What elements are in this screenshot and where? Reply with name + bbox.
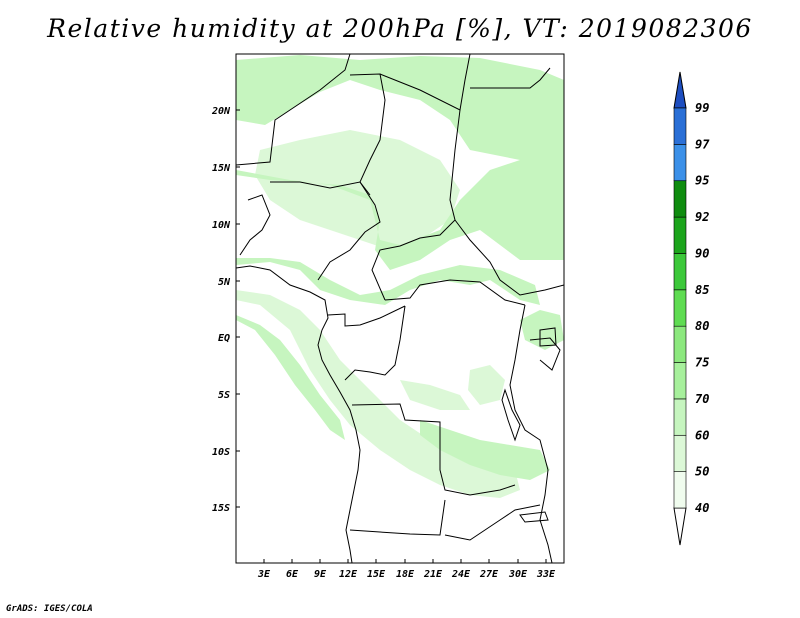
lat-label: 15S [212,503,230,514]
colorbar-label: 90 [695,246,709,260]
lon-label: 15E [367,569,386,580]
colorbar-label: 80 [695,319,709,333]
humidity-area [420,420,550,480]
lon-label: 3E [257,569,271,580]
colorbar-segment [673,398,687,436]
humidity-area [236,55,564,170]
border [384,279,526,306]
colorbar-label: 60 [695,428,709,442]
border [470,67,551,89]
colorbar-label: 97 [695,137,710,151]
colorbar-end-low [673,507,687,546]
colorbar-label: 85 [695,283,709,297]
lake [519,511,549,523]
colorbar-segment [673,471,687,509]
colorbar-segment [673,253,687,291]
lon-label: 30E [508,569,528,580]
borders [236,54,564,563]
lon-label: 12E [339,569,358,580]
colorbar-segment [673,362,687,400]
colorbar-label: 50 [695,465,709,479]
colorbar-segment [673,216,687,254]
colorbar-label: 99 [695,101,709,115]
border [270,181,381,281]
colorbar-segment [673,289,687,327]
lon-labels: 3E 6E 9E 12E 15E 18E 21E 24E 27E 30E 33E [257,569,556,580]
humidity-area [400,380,470,410]
colorbar-segment [673,144,687,182]
colorbar-label: 75 [695,356,709,370]
lake [539,327,557,347]
border [351,403,516,496]
colorbar-segment [673,107,687,145]
lon-label: 18E [396,569,415,580]
border [236,54,351,166]
lon-label: 9E [314,569,327,580]
colorbar-end-high [673,71,687,109]
border [344,305,406,381]
colorbar-label: 92 [695,210,709,224]
lat-labels: 20N 15N 10N 5N EQ 5S 10S 15S [211,106,231,514]
map-frame [235,53,565,564]
humidity-area [255,130,460,250]
lon-label: 27E [479,569,499,580]
humidity-area [236,258,540,305]
border [349,499,446,536]
humidity-shading [236,55,564,498]
colorbar-segment [673,180,687,218]
colorbar-segment [673,325,687,363]
lon-label: 24E [451,569,471,580]
border [529,337,561,371]
lat-ticks [236,109,240,508]
lon-ticks [263,559,547,563]
humidity-area [236,315,345,440]
lat-label: 15N [212,163,231,174]
colorbar-label: 40 [695,501,709,515]
lat-label: 5N [218,277,231,288]
lat-label: 10N [212,220,231,231]
colorbar: 40 50 60 70 75 80 85 90 92 95 97 99 [673,71,710,546]
border [444,504,541,541]
humidity-area [468,365,505,405]
footer-credit: GrADS: IGES/COLA [6,604,93,614]
border [327,305,406,327]
humidity-area [236,290,520,498]
colorbar-label: 70 [695,392,709,406]
lon-label: 21E [423,569,443,580]
lake [501,388,521,442]
humidity-area [236,160,564,270]
colorbar-segment [673,434,687,472]
colorbar-label: 95 [695,174,709,188]
border [371,109,461,301]
coastline [236,265,361,563]
border [239,194,271,256]
lon-label: 33E [536,569,556,580]
lon-label: 6E [286,569,299,580]
lat-label: EQ [218,333,230,344]
border [454,219,564,296]
chart-title: Relative humidity at 200hPa [%], VT: 201… [47,14,753,43]
lat-label: 20N [211,106,231,117]
lat-label: 5S [218,390,230,401]
border [509,304,553,563]
lat-label: 10S [212,447,230,458]
